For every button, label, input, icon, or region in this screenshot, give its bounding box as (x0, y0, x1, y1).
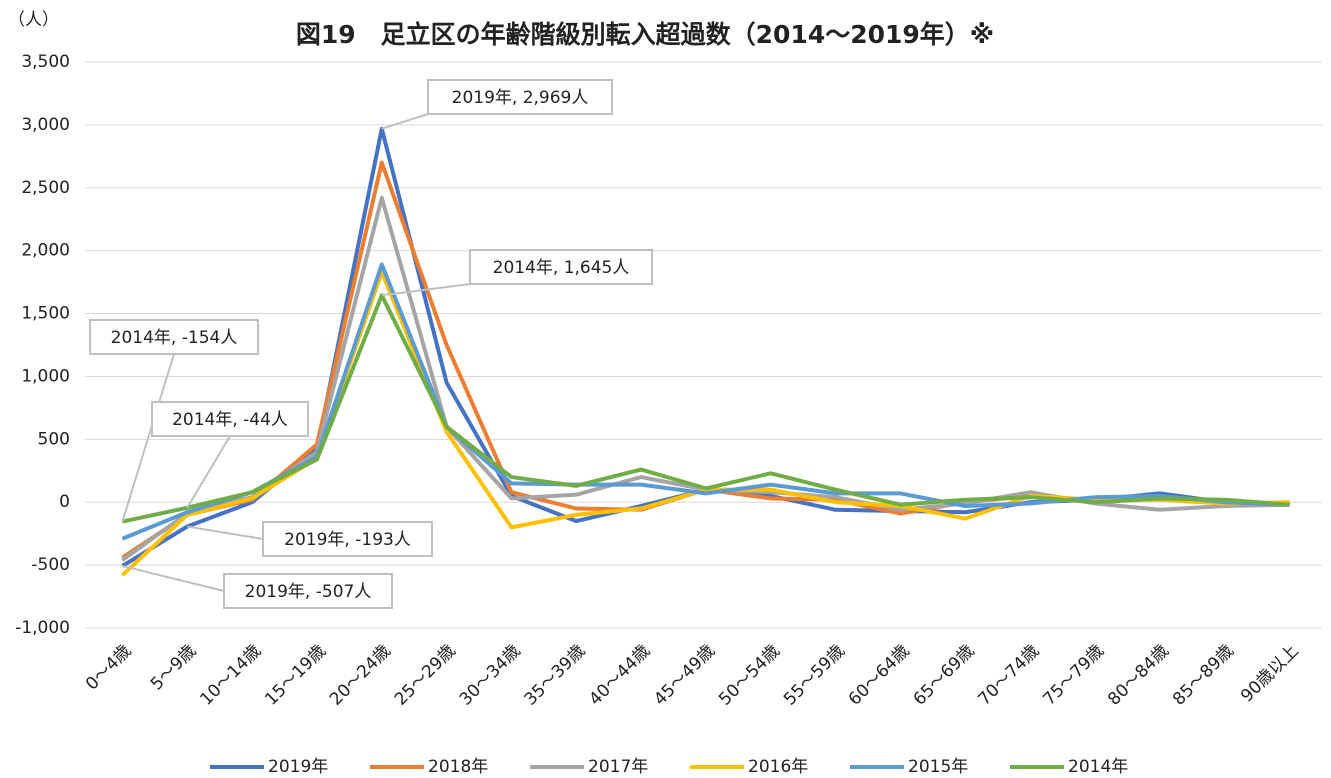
legend-label: 2017年 (588, 757, 648, 777)
data-label: 2019年, -193人 (284, 530, 411, 550)
x-tick-label: 45～49歳 (650, 641, 719, 710)
y-tick-label: 2,500 (21, 178, 70, 198)
y-tick-label: 500 (38, 429, 70, 449)
x-tick-label: 35～39歳 (521, 641, 590, 710)
label-leader (122, 565, 225, 592)
y-tick-label: 1,500 (21, 304, 70, 324)
x-tick-label: 25～29歳 (391, 641, 460, 710)
label-leader (187, 525, 264, 540)
y-tick-label: -500 (31, 555, 70, 575)
x-tick-label: 85～89歳 (1169, 641, 1238, 710)
data-label: 2014年, 1,645人 (493, 258, 630, 278)
series-line (122, 293, 1290, 524)
label-box (151, 401, 309, 437)
data-label: 2019年, -507人 (245, 582, 372, 602)
legend-label: 2019年 (268, 757, 328, 777)
y-tick-label: 2,000 (21, 241, 70, 261)
x-tick-label: 10～14歳 (196, 641, 265, 710)
legend-label: 2015年 (908, 757, 968, 777)
x-tick-label: 90歳以上 (1237, 641, 1303, 707)
label-box (427, 79, 613, 115)
x-tick-label: 15～19歳 (261, 641, 330, 710)
x-tick-label: 70～74歳 (975, 641, 1044, 710)
data-label: 2014年, -154人 (111, 328, 238, 348)
x-tick-label: 5～9歳 (147, 641, 200, 694)
label-leader (381, 113, 429, 130)
x-tick-label: 60～64歳 (845, 641, 914, 710)
legend-label: 2014年 (1068, 757, 1128, 777)
y-tick-label: 1,000 (21, 366, 70, 386)
y-tick-label: 3,500 (21, 52, 70, 72)
x-tick-label: 0～4歳 (82, 641, 135, 694)
x-tick-label: 75～79歳 (1039, 641, 1108, 710)
label-box (262, 521, 433, 557)
series-line (121, 195, 1290, 562)
label-leader (381, 283, 471, 297)
x-tick-label: 20～24歳 (326, 641, 395, 710)
chart-title: 図19 足立区の年齢階級別転入超過数（2014～2019年）※ (296, 20, 994, 49)
y-tick-label: -1,000 (15, 618, 70, 638)
y-tick-label: 0 (59, 492, 70, 512)
x-tick-label: 80～84歳 (1104, 641, 1173, 710)
x-tick-label: 40～44歳 (585, 641, 654, 710)
label-leader (121, 353, 175, 522)
label-box (89, 319, 259, 355)
label-box (223, 573, 393, 609)
x-tick-label: 50～54歳 (715, 641, 784, 710)
x-tick-label: 30～34歳 (456, 641, 525, 710)
data-label: 2014年, -44人 (172, 410, 288, 430)
label-leader (186, 435, 231, 509)
y-axis-label: （人） (8, 10, 59, 30)
legend-label: 2018年 (428, 757, 488, 777)
data-label: 2019年, 2,969人 (452, 88, 589, 108)
x-tick-label: 65～69歳 (910, 641, 979, 710)
x-tick-label: 55～59歳 (780, 641, 849, 710)
label-box (469, 249, 653, 285)
y-tick-label: 3,000 (21, 115, 70, 135)
legend-label: 2016年 (748, 757, 808, 777)
